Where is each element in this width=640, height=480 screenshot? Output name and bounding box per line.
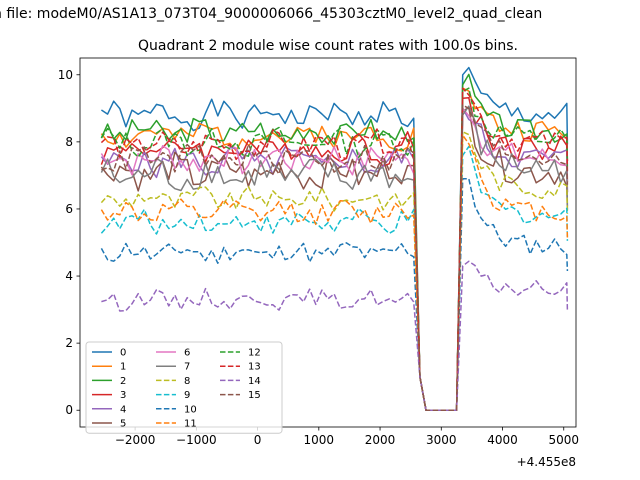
legend-label-3: 3 [120, 390, 126, 401]
legend-label-4: 4 [120, 404, 126, 415]
legend-label-12: 12 [248, 348, 261, 359]
legend-frame [85, 341, 283, 434]
legend-label-15: 15 [248, 390, 261, 401]
x-tick-label: 5000 [548, 433, 579, 447]
series-line-6 [100, 107, 569, 411]
y-tick-label: 8 [65, 135, 73, 149]
legend-label-10: 10 [184, 404, 197, 415]
series-line-13 [100, 87, 569, 411]
x-tick-label: 3000 [426, 433, 457, 447]
x-tick-label: 4000 [487, 433, 518, 447]
x-tick-label: 1000 [304, 433, 335, 447]
legend-label-5: 5 [120, 419, 126, 430]
y-tick-label: 10 [58, 68, 73, 82]
series-line-15 [101, 104, 569, 411]
legend-label-13: 13 [248, 362, 261, 373]
y-tick-label: 0 [65, 403, 73, 417]
y-tick-label: 6 [65, 202, 73, 216]
series-line-10 [100, 177, 569, 411]
series-line-3 [100, 97, 569, 411]
series-line-11 [100, 134, 569, 411]
x-tick-label: 0 [254, 433, 262, 447]
x-tick-label: −2000 [115, 433, 156, 447]
legend-label-8: 8 [184, 376, 190, 387]
x-tick-label: −1000 [176, 433, 217, 447]
series-line-7 [100, 105, 569, 411]
legend-label-6: 6 [184, 348, 190, 359]
y-tick-label: 4 [65, 269, 73, 283]
series-line-14 [101, 260, 569, 411]
legend-label-11: 11 [184, 419, 197, 430]
legend-label-2: 2 [120, 376, 126, 387]
x-tick-label: 2000 [365, 433, 396, 447]
legend-label-9: 9 [184, 390, 190, 401]
legend-label-14: 14 [248, 376, 261, 387]
series-line-2 [100, 73, 569, 411]
legend-label-7: 7 [184, 362, 190, 373]
series-line-9 [100, 145, 569, 411]
figure-suptitle: n file: modeM0/AS1A13_073T04_9000006066_… [0, 6, 543, 22]
x-offset-label: +4.455e8 [517, 455, 576, 469]
chart-title: Quadrant 2 module wise count rates with … [138, 38, 518, 54]
series-line-8 [100, 131, 569, 411]
axes-frame [79, 57, 577, 428]
y-tick-label: 2 [65, 336, 73, 350]
series-line-4 [100, 107, 569, 411]
series-line-0 [100, 66, 569, 411]
legend-label-1: 1 [120, 362, 126, 373]
series-layer [100, 66, 569, 411]
series-line-12 [100, 87, 569, 411]
legend-label-0: 0 [120, 348, 126, 359]
series-line-5 [100, 106, 569, 411]
